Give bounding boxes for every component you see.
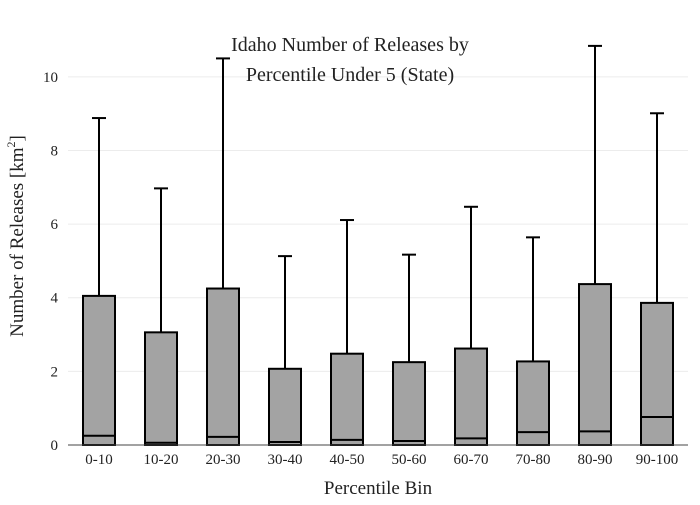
y-tick-label: 0 [51, 438, 59, 454]
x-tick-label: 0-10 [85, 452, 113, 468]
box-plot-item [640, 112, 674, 446]
x-tick-labels: 0-10 10-20 20-30 30-40 40-50 50-60 60-70 70-80 8… [85, 452, 678, 468]
y-tick-label: 4 [51, 291, 59, 307]
box-plot-item [392, 253, 426, 446]
box-layer [82, 44, 674, 447]
box-plot-item [578, 44, 612, 447]
x-tick-label: 20-30 [206, 452, 241, 468]
x-axis-label: Percentile Bin [324, 478, 433, 499]
y-tick-label: 10 [43, 70, 58, 86]
box-plot-item [206, 57, 240, 447]
box-plot-item [144, 187, 178, 446]
y-tick-label: 6 [51, 217, 59, 233]
y-tick-labels: 0 2 4 6 8 10 [43, 70, 59, 454]
box-plot-item [516, 236, 550, 446]
x-tick-label: 90-100 [636, 452, 679, 468]
iqr-box [144, 331, 178, 446]
y-axis-label-text: Number of Releases [km [7, 147, 28, 337]
x-tick-label: 60-70 [454, 452, 489, 468]
box-plot-item [454, 205, 488, 447]
chart-title-line-1: Idaho Number of Releases by [231, 34, 469, 56]
iqr-box [392, 361, 426, 446]
chart-title-line-2: Percentile Under 5 (State) [246, 64, 454, 86]
box-plot-item [330, 219, 364, 447]
x-tick-label: 10-20 [144, 452, 179, 468]
y-tick-label: 8 [51, 143, 59, 159]
x-tick-label: 30-40 [268, 452, 303, 468]
iqr-box [454, 347, 488, 447]
y-tick-label: 2 [51, 364, 59, 380]
iqr-box [268, 367, 302, 447]
y-axis-label: Number of Releases [km2] [4, 135, 28, 337]
iqr-box [330, 352, 364, 447]
iqr-box [640, 301, 674, 446]
box-plot-item [82, 117, 116, 446]
y-axis-label-close: ] [7, 135, 28, 141]
x-tick-label: 80-90 [578, 452, 613, 468]
y-axis-label-superscript: 2 [4, 141, 18, 147]
box-plot-item [268, 255, 302, 447]
x-tick-label: 40-50 [330, 452, 365, 468]
x-tick-label: 50-60 [392, 452, 427, 468]
iqr-box [206, 287, 240, 447]
iqr-box [578, 283, 612, 447]
iqr-box [82, 294, 116, 446]
x-tick-label: 70-80 [516, 452, 551, 468]
iqr-box [516, 360, 550, 446]
